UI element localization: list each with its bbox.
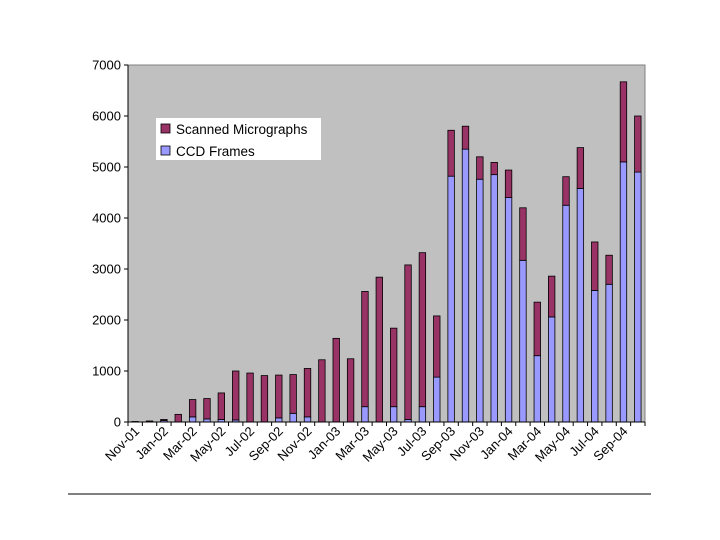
- bar-ccd-Jul-03: [418, 406, 427, 423]
- legend-label-scanned: Scanned Micrographs: [176, 122, 308, 137]
- bar-ccd-Nov-02: [303, 416, 312, 423]
- y-tick-label: 7000: [92, 58, 121, 73]
- bar-scanned-Jul-04: [591, 241, 599, 291]
- bar-ccd-Feb-04: [519, 259, 527, 423]
- legend-swatch-scanned: [160, 123, 171, 134]
- bar-scanned-Sep-04: [619, 81, 628, 163]
- bar-ccd-May-03: [390, 406, 398, 423]
- bar-ccd-Aug-04: [605, 283, 613, 423]
- bar-scanned-Apr-02: [203, 398, 211, 420]
- bar-scanned-May-04: [562, 176, 570, 206]
- bar-scanned-Dec-02: [318, 359, 326, 423]
- y-tick-label: 2000: [92, 313, 121, 328]
- y-axis: 0 1000 2000 3000 4000 5000 6000 7000: [92, 58, 129, 430]
- bar-scanned-Apr-04: [548, 275, 556, 318]
- bar-ccd-Jul-04: [591, 290, 599, 423]
- x-axis: Nov-01Jan-02Mar-02May-02Jul-02Sep-02Nov-…: [102, 421, 646, 465]
- bar-scanned-Jun-03: [404, 264, 412, 420]
- bar-ccd-Oct-04: [634, 171, 642, 423]
- bar-scanned-Mar-02: [188, 399, 197, 418]
- bar-ccd-Mar-03: [361, 406, 369, 423]
- bar-scanned-Feb-03: [346, 358, 355, 423]
- bar-ccd-Nov-03: [476, 178, 484, 423]
- bar-scanned-Jul-02: [246, 372, 254, 423]
- bar-scanned-Jun-04: [576, 147, 585, 189]
- bar-scanned-Sep-03: [447, 129, 455, 177]
- y-tick-label: 1000: [92, 364, 121, 379]
- bar-scanned-Apr-03: [375, 276, 383, 423]
- y-tick-label: 4000: [92, 211, 121, 226]
- bar-scanned-Mar-04: [533, 301, 541, 357]
- bar-scanned-May-03: [390, 327, 398, 408]
- bar-ccd-Oct-02: [289, 412, 297, 423]
- y-tick-label: 3000: [92, 262, 121, 277]
- bar-scanned-Feb-02: [174, 413, 182, 423]
- bar-scanned-Aug-03: [433, 315, 441, 378]
- bar-scanned-Dec-03: [490, 162, 498, 176]
- legend: Scanned Micrographs CCD Frames: [156, 118, 321, 160]
- bar-scanned-Jan-03: [332, 337, 340, 423]
- bar-scanned-Sep-02: [275, 374, 283, 419]
- bar-ccd-Sep-02: [275, 417, 283, 423]
- bar-scanned-Aug-02: [260, 375, 269, 423]
- bar-ccd-Sep-04: [619, 161, 628, 423]
- y-tick-label: 5000: [92, 160, 121, 175]
- bar-ccd-Mar-02: [188, 416, 197, 423]
- bar-scanned-Jan-04: [504, 169, 513, 198]
- bar-scanned-Oct-02: [289, 374, 297, 414]
- y-tick-label: 0: [114, 415, 121, 430]
- bar-scanned-Oct-04: [634, 115, 642, 173]
- bar-ccd-Aug-03: [433, 376, 441, 423]
- bar-scanned-Jan-02: [160, 419, 168, 421]
- bar-ccd-Dec-03: [490, 174, 498, 423]
- bar-scanned-Aug-04: [605, 254, 613, 285]
- bar-scanned-Mar-03: [361, 291, 369, 408]
- bar-series-group: [131, 81, 642, 423]
- bar-scanned-Oct-03: [461, 125, 470, 150]
- y-tick-label: 6000: [92, 109, 121, 124]
- bar-ccd-Sep-03: [447, 175, 455, 423]
- bar-scanned-Jun-02: [232, 370, 240, 421]
- bar-ccd-Mar-04: [533, 355, 541, 423]
- legend-box: [156, 118, 321, 160]
- bar-scanned-Nov-03: [476, 156, 484, 180]
- x-tick-label: Nov-01: [102, 424, 142, 464]
- bar-ccd-Oct-03: [461, 148, 470, 423]
- bar-ccd-Jan-04: [504, 197, 513, 423]
- bar-scanned-Nov-02: [303, 368, 312, 418]
- bar-scanned-May-02: [217, 392, 225, 420]
- bar-scanned-Feb-04: [519, 207, 527, 261]
- bar-scanned-Jul-03: [418, 252, 427, 408]
- legend-swatch-ccd: [160, 145, 171, 156]
- legend-label-ccd: CCD Frames: [176, 144, 255, 159]
- bar-ccd-May-04: [562, 204, 570, 423]
- bar-ccd-Apr-04: [548, 316, 556, 423]
- bar-ccd-Jun-04: [576, 188, 585, 423]
